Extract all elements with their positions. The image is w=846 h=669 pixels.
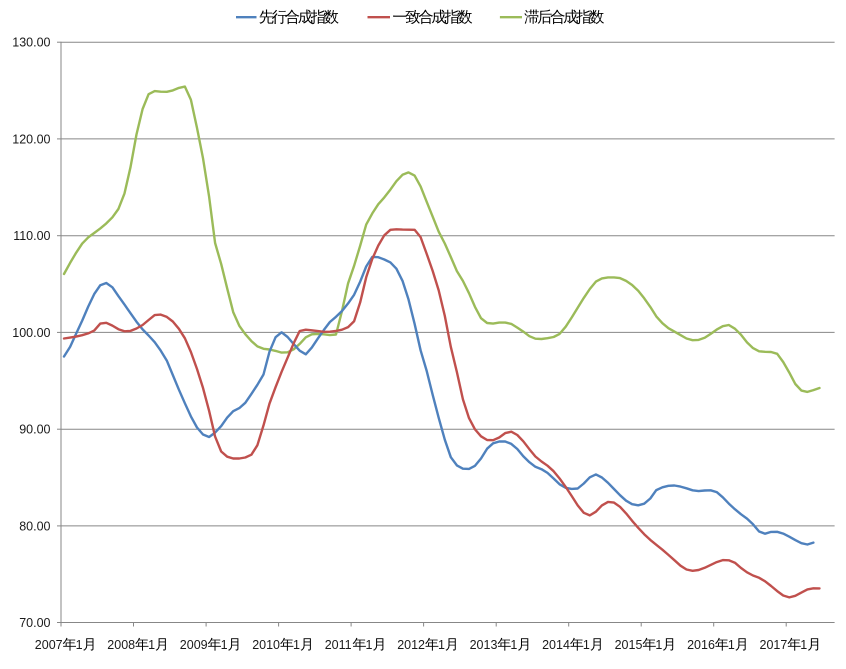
svg-text:100.00: 100.00 [12,326,50,340]
svg-text:1: 1 [583,638,590,652]
svg-text:2013: 2013 [470,638,498,652]
svg-text:130.00: 130.00 [12,36,50,50]
svg-text:2010: 2010 [252,638,280,652]
svg-text:1: 1 [800,638,807,652]
svg-text:90.00: 90.00 [19,423,50,437]
svg-text:1: 1 [221,638,228,652]
svg-text:1: 1 [293,638,300,652]
svg-text:2011: 2011 [325,638,352,652]
svg-text:70.00: 70.00 [19,616,50,630]
svg-text:1: 1 [655,638,662,652]
svg-text:1: 1 [366,638,373,652]
svg-text:2008: 2008 [107,638,135,652]
svg-text:2015: 2015 [615,638,643,652]
svg-text:2014: 2014 [542,638,570,652]
svg-text:1: 1 [728,638,735,652]
svg-text:2017: 2017 [760,638,788,652]
svg-text:120.00: 120.00 [12,132,50,146]
svg-text:2016: 2016 [687,638,715,652]
svg-text:2012: 2012 [397,638,425,652]
svg-text:1: 1 [76,638,83,652]
svg-text:1: 1 [148,638,155,652]
svg-text:1: 1 [438,638,445,652]
svg-text:80.00: 80.00 [19,519,50,533]
svg-text:2009: 2009 [180,638,208,652]
svg-text:2007: 2007 [35,638,63,652]
svg-text:110.00: 110.00 [13,229,50,243]
svg-text:1: 1 [510,638,517,652]
